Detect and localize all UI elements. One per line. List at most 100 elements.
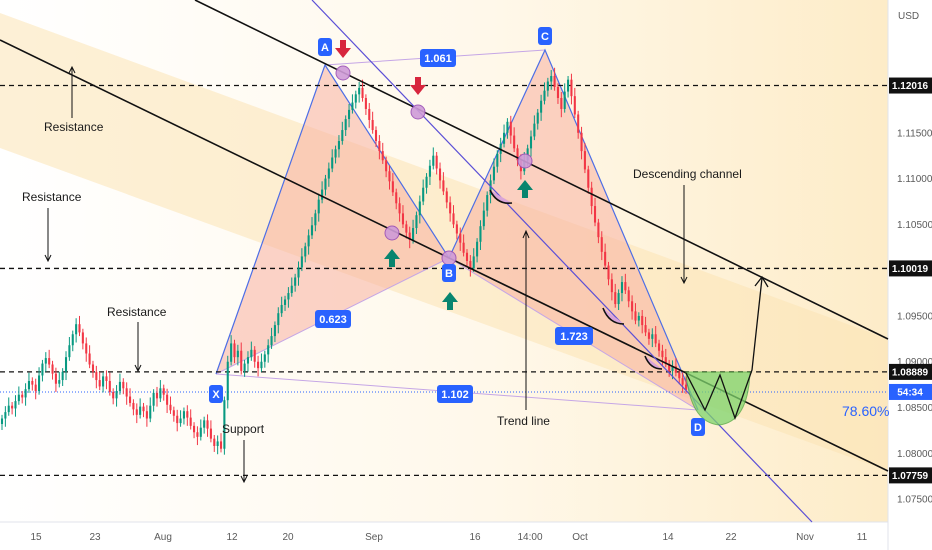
currency-label[interactable]: USD xyxy=(898,11,919,22)
candle-body xyxy=(489,180,492,196)
up-arrow-icon xyxy=(384,249,400,267)
candle-body xyxy=(257,361,260,369)
candle-body xyxy=(684,384,688,391)
channel-upper-line xyxy=(194,0,889,340)
candle-body xyxy=(381,151,384,161)
candle-body xyxy=(614,292,617,305)
candle-body xyxy=(647,332,650,339)
candle-body xyxy=(172,410,175,416)
candle-body xyxy=(21,394,24,398)
candle-body xyxy=(435,155,438,169)
candle-body xyxy=(469,261,472,269)
candle-body xyxy=(398,203,401,214)
candle-body xyxy=(664,357,667,364)
ratio-label-xb: 0.623 xyxy=(319,314,347,326)
point-label-d: D xyxy=(694,422,702,434)
candle-body xyxy=(58,380,61,384)
candle-body xyxy=(452,213,455,225)
candle-body xyxy=(587,169,590,188)
candle-body xyxy=(277,313,280,326)
candle-body xyxy=(627,290,630,302)
candle-body xyxy=(546,81,549,91)
y-tick-label: 1.09500 xyxy=(897,311,932,322)
x-tick-label: Sep xyxy=(365,532,383,543)
candle-body xyxy=(405,224,408,233)
candle-body xyxy=(425,176,428,188)
trend-line xyxy=(311,0,813,523)
candle-body xyxy=(304,246,307,257)
candle-body xyxy=(536,112,539,124)
candle-body xyxy=(179,418,182,424)
candle-body xyxy=(139,406,142,415)
candle-body xyxy=(250,349,253,358)
annotation-pointer-head xyxy=(680,276,688,285)
point-label-c: C xyxy=(541,31,549,43)
level-tag-1 xyxy=(889,260,932,277)
candle-body xyxy=(253,349,256,362)
candle-body xyxy=(573,96,576,115)
candle-body xyxy=(445,191,448,203)
candle-body xyxy=(674,366,677,373)
annotation-resistance-3: Resistance xyxy=(107,305,167,319)
candle-body xyxy=(553,76,556,87)
candle-body xyxy=(607,265,610,280)
candle-body xyxy=(604,251,607,266)
candle-body xyxy=(378,141,381,152)
candle-body xyxy=(637,315,640,321)
candle-body xyxy=(41,363,44,376)
annotation-pointer-head xyxy=(240,475,248,484)
level-tag-label-3: 1.07759 xyxy=(892,471,929,482)
y-tick-label: 1.09000 xyxy=(897,357,932,368)
candle-body xyxy=(654,334,657,344)
candle-body xyxy=(610,279,613,293)
candle-body xyxy=(634,311,637,321)
candle-body xyxy=(196,432,199,437)
candle-body xyxy=(371,119,374,131)
bounce-mark xyxy=(602,307,625,325)
candle-body xyxy=(280,304,283,314)
candle-body xyxy=(314,213,317,226)
candle-body xyxy=(465,252,469,261)
candle-body xyxy=(182,411,185,419)
y-tick-label: 1.10500 xyxy=(897,220,932,231)
candle-body xyxy=(132,402,135,410)
candle-body xyxy=(624,282,627,291)
candle-body xyxy=(11,405,14,409)
touch-circle xyxy=(517,153,533,169)
candle-body xyxy=(115,391,118,399)
point-label-x: X xyxy=(212,389,220,401)
candle-body xyxy=(193,425,196,433)
candle-body xyxy=(492,166,495,181)
candle-body xyxy=(479,226,482,242)
candle-body xyxy=(186,411,189,418)
candle-body xyxy=(283,299,287,305)
bounce-mark xyxy=(489,189,513,205)
candle-body xyxy=(27,380,31,390)
point-label-b: B xyxy=(445,268,453,280)
candle-body xyxy=(88,353,91,365)
ratio-badge: 1.723 xyxy=(555,327,593,345)
candle-body xyxy=(162,388,165,395)
candle-body xyxy=(327,168,330,179)
point-label-a: A xyxy=(321,42,329,54)
candle-body xyxy=(219,441,223,449)
candle-body xyxy=(263,354,266,362)
annotation-descending-channel: Descending channel xyxy=(633,167,742,181)
candle-body xyxy=(149,405,152,419)
annotation-support: Support xyxy=(222,422,265,436)
candle-body xyxy=(176,415,179,424)
candle-body xyxy=(24,389,27,398)
candle-body xyxy=(64,357,68,372)
candle-body xyxy=(556,87,560,98)
candle-body xyxy=(401,213,405,225)
candle-body xyxy=(317,199,320,214)
candle-body xyxy=(590,187,593,207)
candle-body xyxy=(337,141,340,150)
candle-body xyxy=(550,76,553,82)
candle-body xyxy=(391,181,394,193)
candle-body xyxy=(432,155,435,166)
candle-body xyxy=(374,130,378,142)
candle-body xyxy=(105,376,108,381)
candle-body xyxy=(287,293,290,300)
